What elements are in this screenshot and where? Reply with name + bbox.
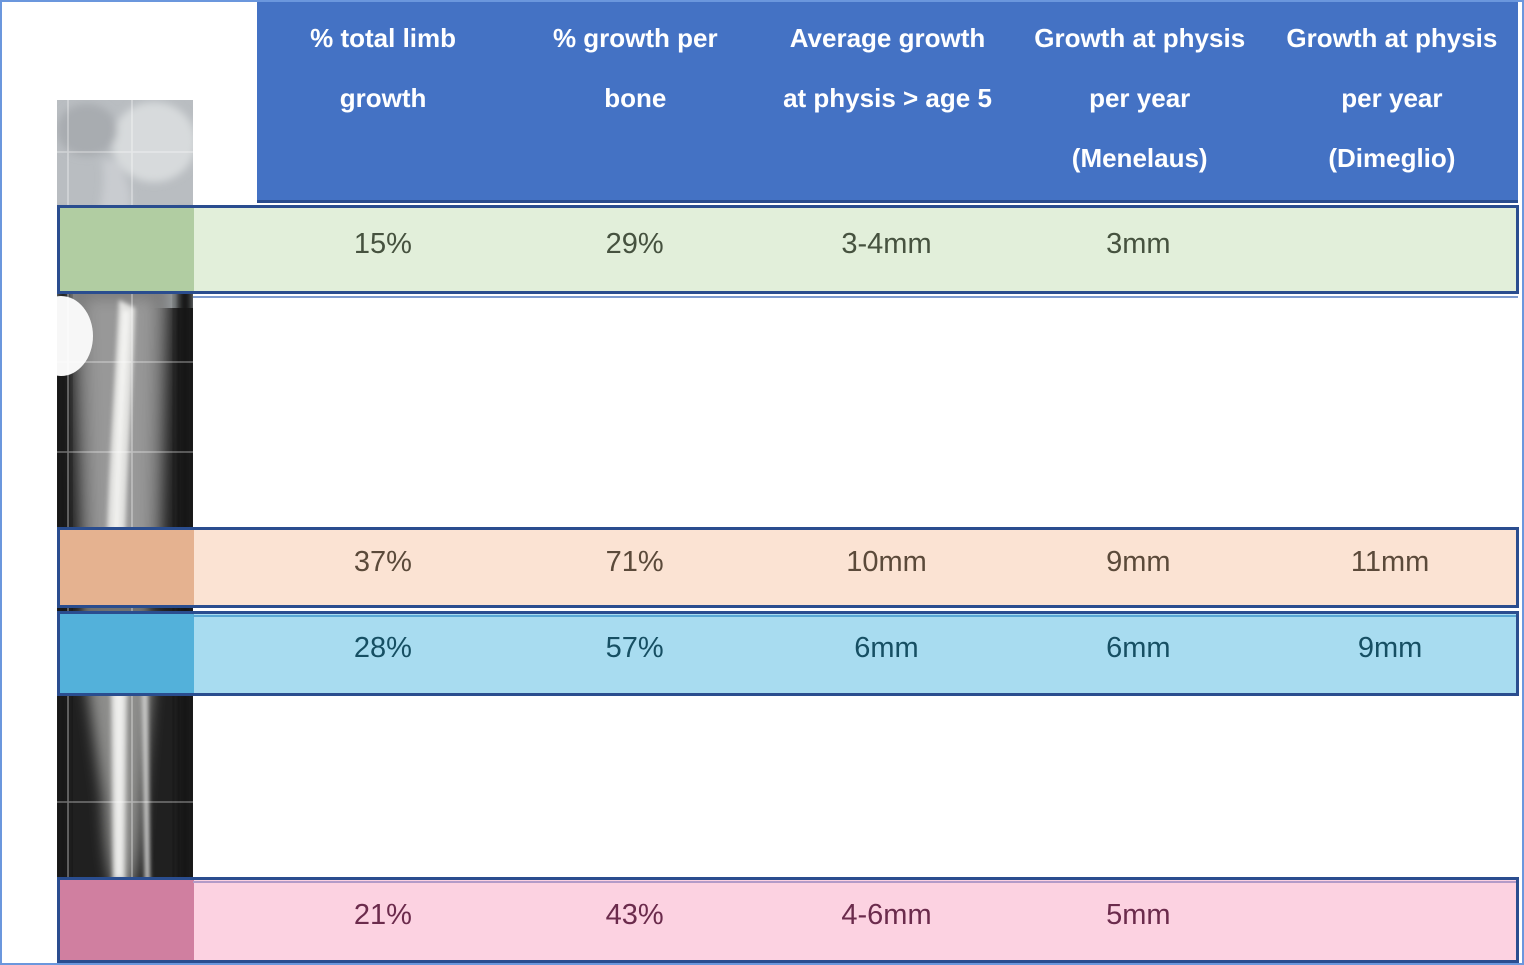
gonad-shield-marker <box>57 296 93 376</box>
table-cell: 15% <box>353 228 412 260</box>
table-cell: 37% <box>353 546 412 578</box>
table-cell: 29% <box>605 228 664 260</box>
column-header-total-limb-growth: % total limb growth <box>257 2 509 200</box>
row-band-proximal-femur-hip: 15% 29% 3-4mm 3mm <box>57 205 1519 294</box>
row-band-proximal-tibia: 28% 57% 6mm 6mm 9mm <box>57 611 1519 696</box>
header-line: Growth at physis <box>1286 23 1498 53</box>
column-header-growth-menelaus: Growth at physis per year (Menelaus) <box>1014 2 1266 200</box>
table-row: 28% 57% 6mm 6mm 9mm <box>257 614 1516 693</box>
column-header-growth-per-bone: % growth per bone <box>509 2 761 200</box>
grid-line <box>193 881 1516 883</box>
table-cell: 9mm <box>1357 632 1423 664</box>
table-cell: 3mm <box>1106 228 1171 260</box>
row-band-distal-femur: 37% 71% 10mm 9mm 11mm <box>57 527 1519 608</box>
header-line: Average growth <box>789 23 986 53</box>
header-line: % growth per <box>552 23 718 53</box>
header-line: at physis > age 5 <box>783 83 992 113</box>
table-row: 37% 71% 10mm 9mm 11mm <box>257 530 1516 605</box>
table-cell: 43% <box>605 898 664 931</box>
header-line: (Menelaus) <box>1071 143 1208 173</box>
table-cell: 3-4mm <box>841 228 932 260</box>
row-band-distal-tibia-ankle: 21% 43% 4-6mm 5mm <box>57 877 1519 963</box>
xray-tint-overlay-pink <box>60 880 194 960</box>
xray-tint-overlay-orange <box>60 530 194 605</box>
table-cell: 21% <box>353 898 412 931</box>
table-cell: 6mm <box>854 632 919 664</box>
table-cell: 4-6mm <box>841 898 932 931</box>
table-row: 21% 43% 4-6mm 5mm <box>257 880 1516 960</box>
table-cell <box>1264 915 1516 925</box>
xray-tint-overlay-blue <box>60 614 194 693</box>
grid-line <box>193 296 1518 298</box>
grid-line <box>193 615 1516 617</box>
table-cell: 6mm <box>1106 632 1171 664</box>
header-line: % total limb <box>310 23 457 53</box>
table-cell: 5mm <box>1106 898 1171 931</box>
header-line: Growth at physis <box>1034 23 1246 53</box>
header-line: per year <box>1341 83 1443 113</box>
column-header-growth-dimeglio: Growth at physis per year (Dimeglio) <box>1266 2 1518 200</box>
table-header: % total limb growth % growth per bone Av… <box>257 2 1518 203</box>
table-cell <box>1264 245 1516 255</box>
table-cell: 57% <box>605 632 664 664</box>
header-line: (Dimeglio) <box>1328 143 1456 173</box>
column-header-average-growth: Average growth at physis > age 5 <box>761 2 1013 200</box>
header-line: bone <box>604 83 667 113</box>
table-cell: 11mm <box>1350 546 1430 578</box>
table-cell: 28% <box>353 632 412 664</box>
table-cell: 9mm <box>1106 546 1171 578</box>
header-line: per year <box>1089 83 1191 113</box>
xray-tint-overlay-green <box>60 208 194 291</box>
table-row: 15% 29% 3-4mm 3mm <box>257 208 1516 291</box>
header-line: growth <box>339 83 427 113</box>
table-cell: 10mm <box>846 546 927 578</box>
table-cell: 71% <box>605 546 664 578</box>
